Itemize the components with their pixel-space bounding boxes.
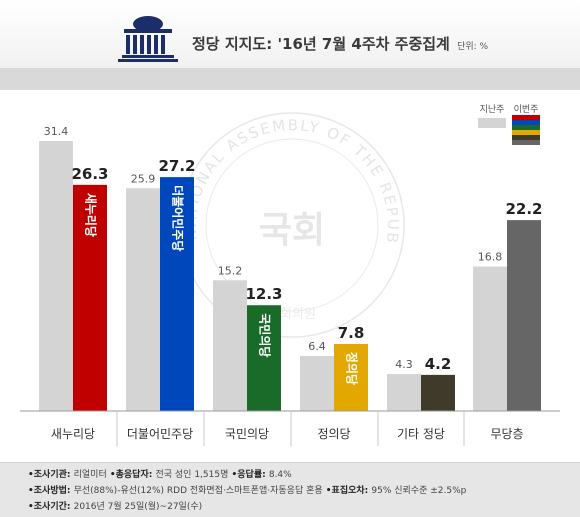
bar-prev-week bbox=[387, 374, 421, 411]
category-axis: 새누리당 더불어민주당 국민의당 정의당 기타 정당 무당층 bbox=[51, 411, 524, 446]
footer-line-3: •조사기간: 2016년 7월 25일(월)~27일(수) bbox=[28, 499, 580, 515]
bar-this-week bbox=[160, 177, 194, 411]
data-label-this-week: 26.3 bbox=[71, 165, 108, 183]
party-logo-label: 새누리당 bbox=[84, 193, 99, 237]
page-title: 정당 지지도: '16년 7월 4주차 주중집계 단위: % bbox=[192, 33, 488, 54]
footer-field-value: 8.4% bbox=[268, 470, 292, 480]
bar-this-week bbox=[421, 374, 455, 411]
footer-field-label: •표집오차: bbox=[322, 486, 372, 496]
header-band bbox=[0, 0, 580, 68]
title-unit: 단위: % bbox=[457, 42, 489, 52]
data-label-prev-week: 4.3 bbox=[395, 358, 413, 371]
data-label-prev-week: 31.4 bbox=[44, 125, 69, 138]
data-label-prev-week: 25.9 bbox=[131, 172, 156, 185]
bar-prev-week bbox=[39, 141, 73, 411]
bar-prev-week bbox=[126, 188, 160, 411]
legend-label-prev-week: 지난주 bbox=[480, 104, 505, 115]
legend-label-this-week: 이번주 bbox=[514, 104, 539, 115]
category-label: 더불어민주당 bbox=[127, 427, 193, 441]
footer-field-value: 2016년 7월 25일(월)~27일(수) bbox=[73, 502, 203, 512]
data-label-this-week: 7.8 bbox=[338, 324, 365, 342]
legend-swatch-this-week bbox=[512, 140, 540, 145]
data-label-prev-week: 16.8 bbox=[478, 251, 503, 264]
category-label: 무당층 bbox=[490, 427, 523, 441]
legend-swatch-this-week bbox=[512, 135, 540, 140]
bar-prev-week bbox=[300, 355, 334, 411]
bar-series: 31.4 26.3 새누리당 25.927.2 더불어민주당 15.212.3 국민의당 6.… bbox=[39, 125, 543, 411]
party-logo-label: 국민의당 bbox=[258, 313, 273, 357]
footer-field-label: •조사기간: bbox=[28, 502, 74, 512]
category-label: 기타 정당 bbox=[397, 427, 445, 441]
bar-prev-week bbox=[213, 280, 247, 411]
footer-field-value: 무선(88%)-유선(12%) RDD 전화면접·스마트폰앱·자동응답 혼용 bbox=[73, 486, 323, 496]
legend-swatch-this-week bbox=[512, 130, 540, 135]
party-support-bar-chart: NATIONAL ASSEMBLY OF THE REPUBLIC OF KOR… bbox=[0, 90, 560, 446]
data-label-this-week: 22.2 bbox=[505, 200, 542, 218]
category-label: 정의당 bbox=[317, 427, 350, 441]
bar-this-week bbox=[73, 184, 107, 411]
bar-prev-week bbox=[473, 266, 507, 411]
party-logo-label: 정의당 bbox=[345, 352, 360, 385]
legend-swatch-this-week bbox=[512, 125, 540, 130]
party-logo-label: 더불어민주당 bbox=[171, 185, 186, 251]
title-text: 정당 지지도: '16년 7월 4주차 주중집계 bbox=[192, 35, 450, 53]
footer-field-value: 95% 신뢰수준 ±2.5%p bbox=[371, 486, 467, 496]
data-label-prev-week: 6.4 bbox=[308, 340, 326, 353]
seal-center-text: 국회 bbox=[259, 210, 325, 251]
data-label-this-week: 4.2 bbox=[425, 355, 452, 373]
footer-line-2: •조사방법: 무선(88%)-유선(12%) RDD 전화면접·스마트폰앱·자동… bbox=[28, 483, 580, 499]
seal-inner-ring bbox=[205, 138, 379, 312]
header-divider-strip bbox=[0, 68, 580, 90]
data-label-prev-week: 15.2 bbox=[218, 264, 243, 277]
footer-field-value: 전국 성인 1,515명 bbox=[155, 470, 229, 480]
footer-field-label: •총응답자: bbox=[106, 470, 156, 480]
bar-this-week bbox=[247, 305, 281, 411]
bar-this-week bbox=[334, 343, 368, 411]
category-label: 국민의당 bbox=[225, 427, 269, 441]
national-assembly-building-icon bbox=[118, 16, 178, 62]
legend-swatch-this-week bbox=[512, 115, 540, 120]
footer-field-value: 리얼미터 bbox=[73, 470, 107, 480]
legend-swatch-prev-week bbox=[478, 118, 506, 128]
bar-this-week bbox=[507, 220, 541, 411]
chart-legend: 지난주 이번주 bbox=[478, 104, 540, 145]
category-label: 새누리당 bbox=[51, 427, 95, 441]
survey-info-footer: •조사기관: 리얼미터 •총응답자: 전국 성인 1,515명 •응답률: 8.… bbox=[0, 462, 580, 517]
footer-field-label: •조사기관: bbox=[28, 470, 74, 480]
data-label-this-week: 12.3 bbox=[245, 285, 282, 303]
footer-field-label: •응답률: bbox=[228, 470, 269, 480]
legend-swatch-this-week bbox=[512, 120, 540, 125]
footer-line-1: •조사기관: 리얼미터 •총응답자: 전국 성인 1,515명 •응답률: 8.… bbox=[28, 467, 580, 483]
footer-field-label: •조사방법: bbox=[28, 486, 74, 496]
data-label-this-week: 27.2 bbox=[158, 157, 195, 175]
